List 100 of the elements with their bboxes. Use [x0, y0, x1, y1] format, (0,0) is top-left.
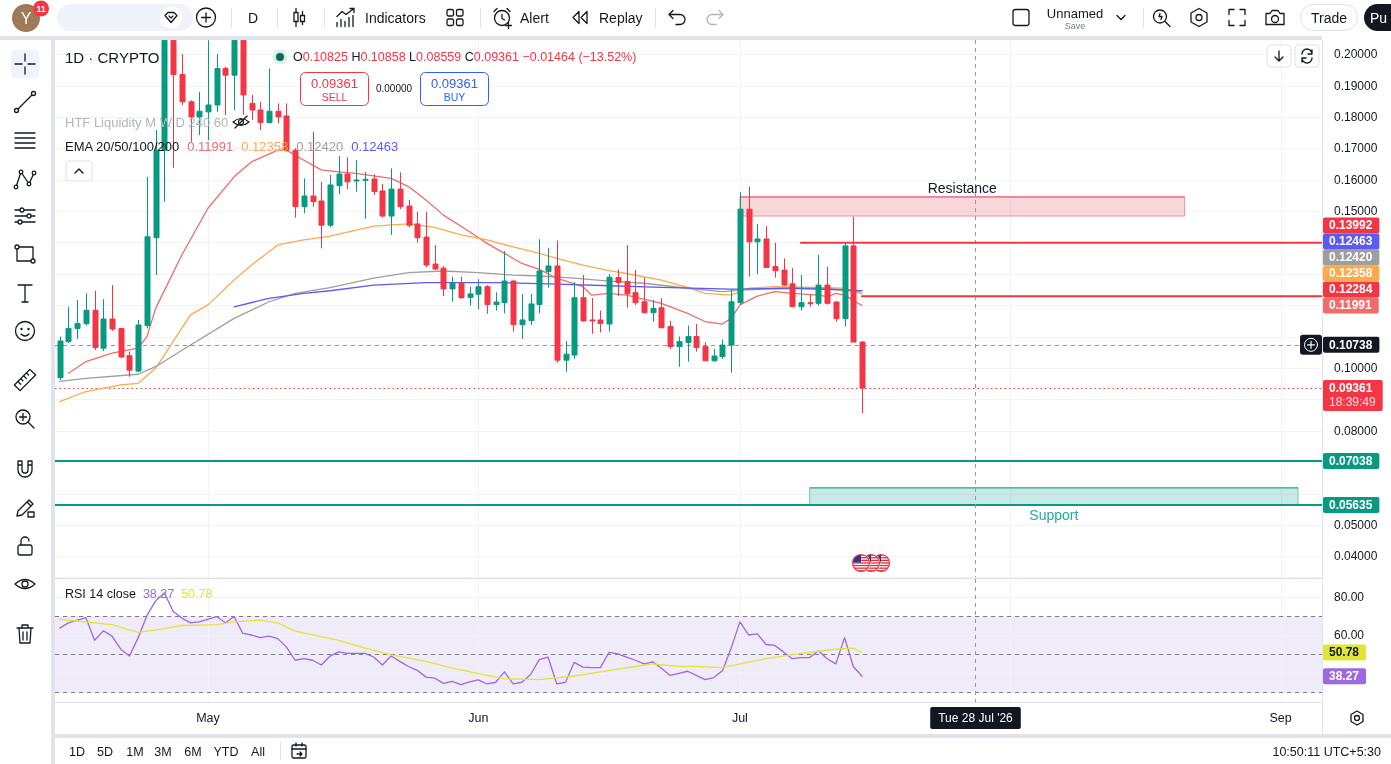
annotation: 0.09361 [431, 75, 478, 91]
text: 1D [69, 745, 85, 759]
y-tick-label: 0.10000 [1334, 360, 1378, 375]
annotation: BUY [443, 91, 466, 103]
candlestick [763, 225, 770, 269]
candlestick [449, 276, 456, 303]
text: Replay [599, 10, 643, 26]
text: Unnamed [1046, 5, 1104, 21]
candlestick [423, 211, 430, 268]
y-tick-label: 0.19000 [1334, 78, 1378, 93]
candlestick [519, 293, 526, 340]
annotation: 0.11991 [187, 138, 234, 154]
candlestick [807, 294, 814, 308]
text: 50.78 [1329, 645, 1360, 660]
candlestick [92, 290, 99, 351]
candlestick [693, 323, 700, 353]
candlestick [301, 177, 308, 214]
text: 0.12284 [1329, 282, 1373, 297]
annotation: SELL [321, 91, 348, 103]
annotation: 38.27 [142, 587, 175, 601]
candlestick [484, 284, 491, 315]
candlestick [240, 40, 247, 116]
candlestick [650, 299, 657, 323]
text: All [251, 745, 265, 759]
text: 0.12358 [1329, 266, 1373, 281]
candlestick [231, 40, 238, 111]
y-tick-label: 0.05000 [1334, 517, 1378, 532]
x-tick-label: Jun [468, 711, 489, 725]
candlestick [728, 288, 735, 374]
candlestick [135, 319, 142, 373]
candlestick [109, 284, 116, 332]
text: 0.12463 [1329, 234, 1373, 249]
candlestick [702, 341, 709, 362]
candlestick [606, 273, 613, 333]
candlestick [667, 320, 674, 350]
candlestick [676, 336, 683, 368]
text: 0.11991 [1329, 298, 1373, 313]
candlestick [685, 325, 692, 363]
line-series [233, 281, 863, 308]
x-tick-label: Jul [731, 711, 748, 725]
candlestick [222, 66, 229, 116]
ref-line-label: Tue 28 Jul '26 [938, 711, 1014, 725]
candlestick [754, 223, 761, 275]
candlestick [815, 254, 822, 307]
candlestick [772, 242, 779, 279]
y-tick-label: 0.15000 [1334, 204, 1378, 219]
line-series [59, 223, 863, 403]
text: 18:39:49 [1329, 395, 1377, 410]
candlestick [737, 191, 744, 306]
candlestick [824, 266, 831, 306]
candlestick [746, 186, 753, 278]
ref-line-label: 0.07038 [1329, 453, 1373, 468]
candlestick [580, 274, 587, 323]
series-label: Support [1029, 506, 1079, 523]
text: 38.27 [1329, 669, 1360, 684]
candlestick [615, 268, 622, 297]
text: YTD [213, 745, 239, 759]
text: Y [20, 10, 32, 27]
y-tick-label: 0.18000 [1334, 109, 1378, 124]
candlestick [510, 279, 517, 333]
text: 11 [36, 4, 46, 14]
candlestick [353, 159, 360, 193]
candlestick [144, 176, 151, 329]
text: D [247, 10, 259, 26]
text: 1M [126, 745, 144, 759]
x-tick-label: May [196, 711, 221, 725]
text: O0.10825 H0.10858 L0.08559 C0.09361 −0.01464 (−13.52%) [293, 50, 637, 64]
text: 0.13992 [1329, 218, 1373, 233]
text: Save [1064, 20, 1086, 31]
candlestick [388, 167, 395, 236]
candlestick [214, 53, 221, 113]
candlestick [458, 276, 465, 300]
text: Indicators [365, 10, 426, 26]
ref-line-label: 0.05635 [1329, 497, 1373, 512]
candlestick [179, 53, 186, 106]
line-series [59, 618, 863, 681]
text: 5D [97, 745, 113, 759]
candlestick [344, 156, 351, 190]
text: Pu [1370, 10, 1388, 26]
candlestick [545, 247, 552, 289]
text: 0.12420 [1329, 250, 1373, 265]
candlestick [336, 155, 343, 195]
candlestick [798, 274, 805, 312]
annotation: 0.12463 [351, 138, 399, 154]
annotation: 50.78 [181, 587, 213, 601]
ref-line-label: 0.10738 [1329, 337, 1373, 352]
candlestick [327, 174, 334, 228]
y-tick-label: 0.16000 [1334, 172, 1378, 187]
candlestick [641, 277, 648, 314]
annotation: 0.09361 [311, 75, 358, 91]
candlestick [74, 299, 81, 340]
candlestick [658, 297, 665, 329]
candlestick [397, 171, 404, 210]
y-tick-label: 0.20000 [1334, 47, 1378, 62]
text: Trade [1310, 10, 1348, 26]
text: Alert [520, 10, 549, 26]
candlestick [83, 292, 90, 327]
y-tick-label: 0.04000 [1334, 549, 1378, 564]
candlestick [100, 298, 107, 352]
candlestick [833, 300, 840, 323]
